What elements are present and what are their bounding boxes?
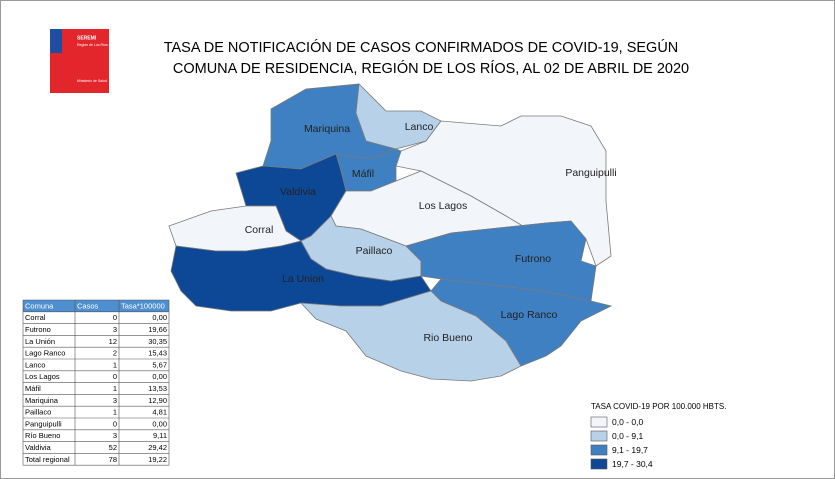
table-cell: 5,67 — [152, 360, 167, 369]
table-cell: 12,90 — [148, 396, 167, 405]
table-cell: 3 — [113, 431, 117, 440]
region-label: Lago Ranco — [501, 309, 558, 321]
table-cell: Mariquina — [25, 396, 59, 405]
region-label: Los Lagos — [419, 200, 467, 212]
table-header: Comuna — [25, 301, 54, 310]
table-cell: 3 — [113, 396, 117, 405]
title-line: COMUNA DE RESIDENCIA, REGIÓN DE LOS RÍOS… — [173, 60, 689, 77]
region-label: Corral — [245, 224, 274, 236]
table-cell: 19,22 — [148, 455, 167, 464]
legend-swatch — [590, 430, 608, 442]
table-cell: Panguipulli — [25, 419, 62, 428]
logo-ministry: Ministerio de Salud — [77, 79, 107, 83]
table-cell: 0,00 — [152, 419, 167, 428]
legend-swatch — [590, 416, 608, 428]
table-cell: Futrono — [25, 325, 51, 334]
region-label: Rio Bueno — [423, 332, 472, 344]
table-cell: 29,42 — [148, 443, 167, 452]
logo-red-bottom — [50, 53, 109, 93]
table-cell: 0 — [113, 372, 117, 381]
table-cell: 19,66 — [148, 325, 167, 334]
logo-red — [62, 29, 109, 53]
table-cell: 13,53 — [148, 384, 167, 393]
table-cell: 0,00 — [152, 372, 167, 381]
table-cell: 2 — [113, 349, 117, 358]
table-cell: Paillaco — [25, 408, 51, 417]
table-cell: 9,11 — [153, 431, 167, 440]
region — [170, 240, 432, 312]
table-cell: Valdivia — [25, 443, 52, 452]
legend-label: 0,0 - 9,1 — [612, 431, 643, 441]
logo-region: Región de Los Ríos — [77, 43, 108, 47]
region-label: Valdivia — [280, 186, 316, 198]
legend-swatch — [590, 458, 608, 470]
region — [300, 290, 522, 382]
region-label: Paillaco — [356, 245, 393, 257]
table-cell: 0,00 — [152, 313, 167, 322]
table-cell: 52 — [109, 443, 117, 452]
logo-blue — [50, 29, 62, 53]
table-cell: 0 — [113, 419, 117, 428]
table-cell: 1 — [113, 384, 117, 393]
logo-name: SEREMI — [77, 35, 97, 41]
table-cell: Total regional — [25, 455, 70, 464]
table-cell: Corral — [25, 313, 46, 322]
region-label: Mariquina — [304, 123, 350, 135]
table-cell: 0 — [113, 313, 117, 322]
region-label: Futrono — [515, 253, 551, 265]
table-cell: Los Lagos — [25, 372, 60, 381]
table-cell: 4,81 — [152, 408, 167, 417]
legend-swatch — [590, 444, 608, 456]
table-cell: 3 — [113, 325, 117, 334]
region-label: Panguipulli — [565, 167, 616, 179]
table-cell: 30,35 — [148, 337, 167, 346]
region-label: Máfil — [352, 168, 374, 180]
region-label: La Union — [282, 273, 324, 285]
table-cell: Lago Ranco — [25, 349, 65, 358]
legend-label: 9,1 - 19,7 — [612, 445, 648, 455]
table-cell: 78 — [109, 455, 117, 464]
table-cell: 12 — [109, 337, 117, 346]
table-header-bg — [23, 300, 169, 312]
legend-label: 0,0 - 0,0 — [612, 417, 643, 427]
table-cell: Lanco — [25, 360, 45, 369]
table-cell: 15,43 — [148, 349, 167, 358]
legend-title: TASA COVID-19 POR 100.000 HBTS. — [591, 402, 726, 411]
table-cell: Río Bueno — [25, 431, 60, 440]
table-header: Casos — [77, 301, 99, 310]
region-label: Lanco — [405, 121, 434, 133]
table-cell: 1 — [113, 408, 117, 417]
region — [405, 220, 597, 302]
table-cell: 1 — [113, 360, 117, 369]
table-cell: Máfil — [25, 384, 41, 393]
table-cell: La Unión — [25, 337, 55, 346]
legend-label: 19,7 - 30,4 — [612, 459, 653, 469]
table-header: Tasa*100000 — [121, 301, 165, 310]
title-line: TASA DE NOTIFICACIÓN DE CASOS CONFIRMADO… — [164, 39, 679, 56]
